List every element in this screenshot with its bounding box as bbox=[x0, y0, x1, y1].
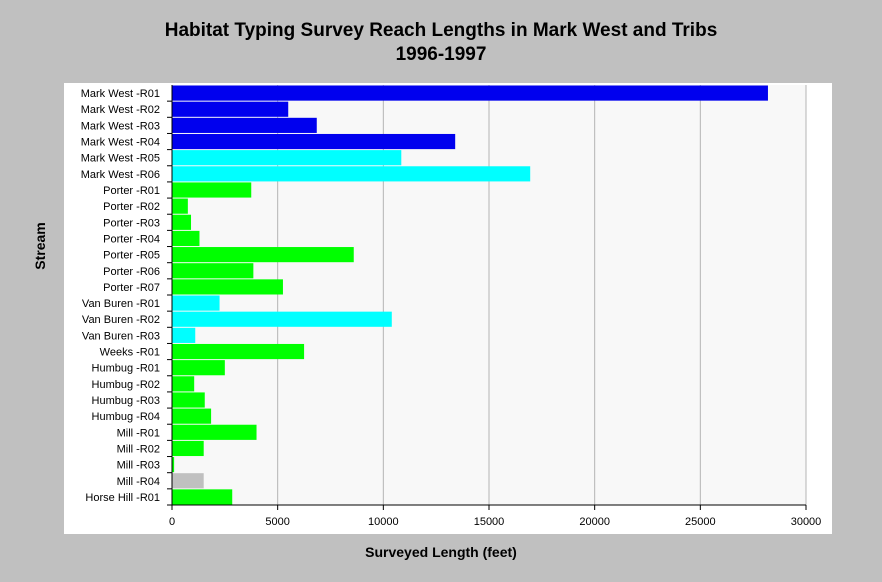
category-label: Humbug -R01 bbox=[92, 363, 160, 375]
category-label: Porter -R03 bbox=[103, 217, 160, 229]
category-label: Porter -R06 bbox=[103, 266, 160, 278]
category-label: Mark West -R05 bbox=[81, 153, 160, 165]
category-label: Mark West -R03 bbox=[81, 120, 160, 132]
category-label: Mark West -R04 bbox=[81, 137, 160, 149]
category-label: Mark West -R06 bbox=[81, 169, 160, 181]
category-label: Van Buren -R01 bbox=[82, 298, 160, 310]
category-label: Mill -R02 bbox=[117, 443, 160, 455]
bar bbox=[172, 440, 204, 457]
bar bbox=[172, 408, 212, 424]
bar bbox=[172, 327, 196, 343]
x-tick-label: 20000 bbox=[579, 516, 610, 528]
bar bbox=[172, 150, 402, 166]
category-label: Mark West -R01 bbox=[81, 88, 160, 100]
y-axis-label: Stream bbox=[32, 222, 48, 270]
bar bbox=[172, 311, 392, 327]
x-tick-label: 15000 bbox=[474, 516, 505, 528]
bar bbox=[172, 392, 205, 408]
category-label: Horse Hill -R01 bbox=[85, 492, 160, 504]
bar bbox=[172, 101, 289, 117]
bar bbox=[172, 182, 252, 198]
x-tick-label: 10000 bbox=[368, 516, 399, 528]
bar bbox=[172, 133, 456, 150]
bar bbox=[172, 376, 195, 392]
bar bbox=[172, 457, 175, 473]
category-label: Porter -R04 bbox=[103, 233, 160, 245]
bar bbox=[172, 360, 225, 376]
bar bbox=[172, 295, 220, 311]
category-label: Humbug -R03 bbox=[92, 395, 160, 407]
category-label: Mark West -R02 bbox=[81, 104, 160, 116]
bar bbox=[172, 85, 768, 101]
chart-subtitle: 1996-1997 bbox=[395, 44, 487, 65]
category-label: Porter -R02 bbox=[103, 201, 160, 213]
bar bbox=[172, 343, 305, 360]
category-label: Van Buren -R03 bbox=[82, 330, 160, 342]
bar bbox=[172, 473, 204, 489]
bar bbox=[172, 166, 531, 182]
bar bbox=[172, 214, 192, 230]
x-axis-label: Surveyed Length (feet) bbox=[365, 544, 517, 560]
category-label: Mill -R01 bbox=[117, 427, 160, 439]
category-label: Mill -R04 bbox=[117, 476, 160, 488]
x-tick-label: 0 bbox=[169, 516, 175, 528]
bar bbox=[172, 198, 188, 214]
bar bbox=[172, 424, 257, 440]
bar bbox=[172, 247, 354, 263]
category-label: Weeks -R01 bbox=[100, 347, 160, 359]
category-label: Porter -R05 bbox=[103, 250, 160, 262]
bar bbox=[172, 117, 317, 133]
bar bbox=[172, 230, 200, 247]
x-tick-label: 30000 bbox=[791, 516, 822, 528]
bar bbox=[172, 489, 233, 505]
category-label: Humbug -R04 bbox=[92, 411, 160, 423]
bar bbox=[172, 279, 283, 295]
x-tick-label: 5000 bbox=[265, 516, 289, 528]
category-label: Mill -R03 bbox=[117, 460, 160, 472]
category-label: Humbug -R02 bbox=[92, 379, 160, 391]
category-label: Porter -R01 bbox=[103, 185, 160, 197]
chart-title: Habitat Typing Survey Reach Lengths in M… bbox=[164, 20, 718, 41]
category-label: Van Buren -R02 bbox=[82, 314, 160, 326]
category-label: Porter -R07 bbox=[103, 282, 160, 294]
bar bbox=[172, 263, 254, 279]
x-tick-label: 25000 bbox=[685, 516, 716, 528]
